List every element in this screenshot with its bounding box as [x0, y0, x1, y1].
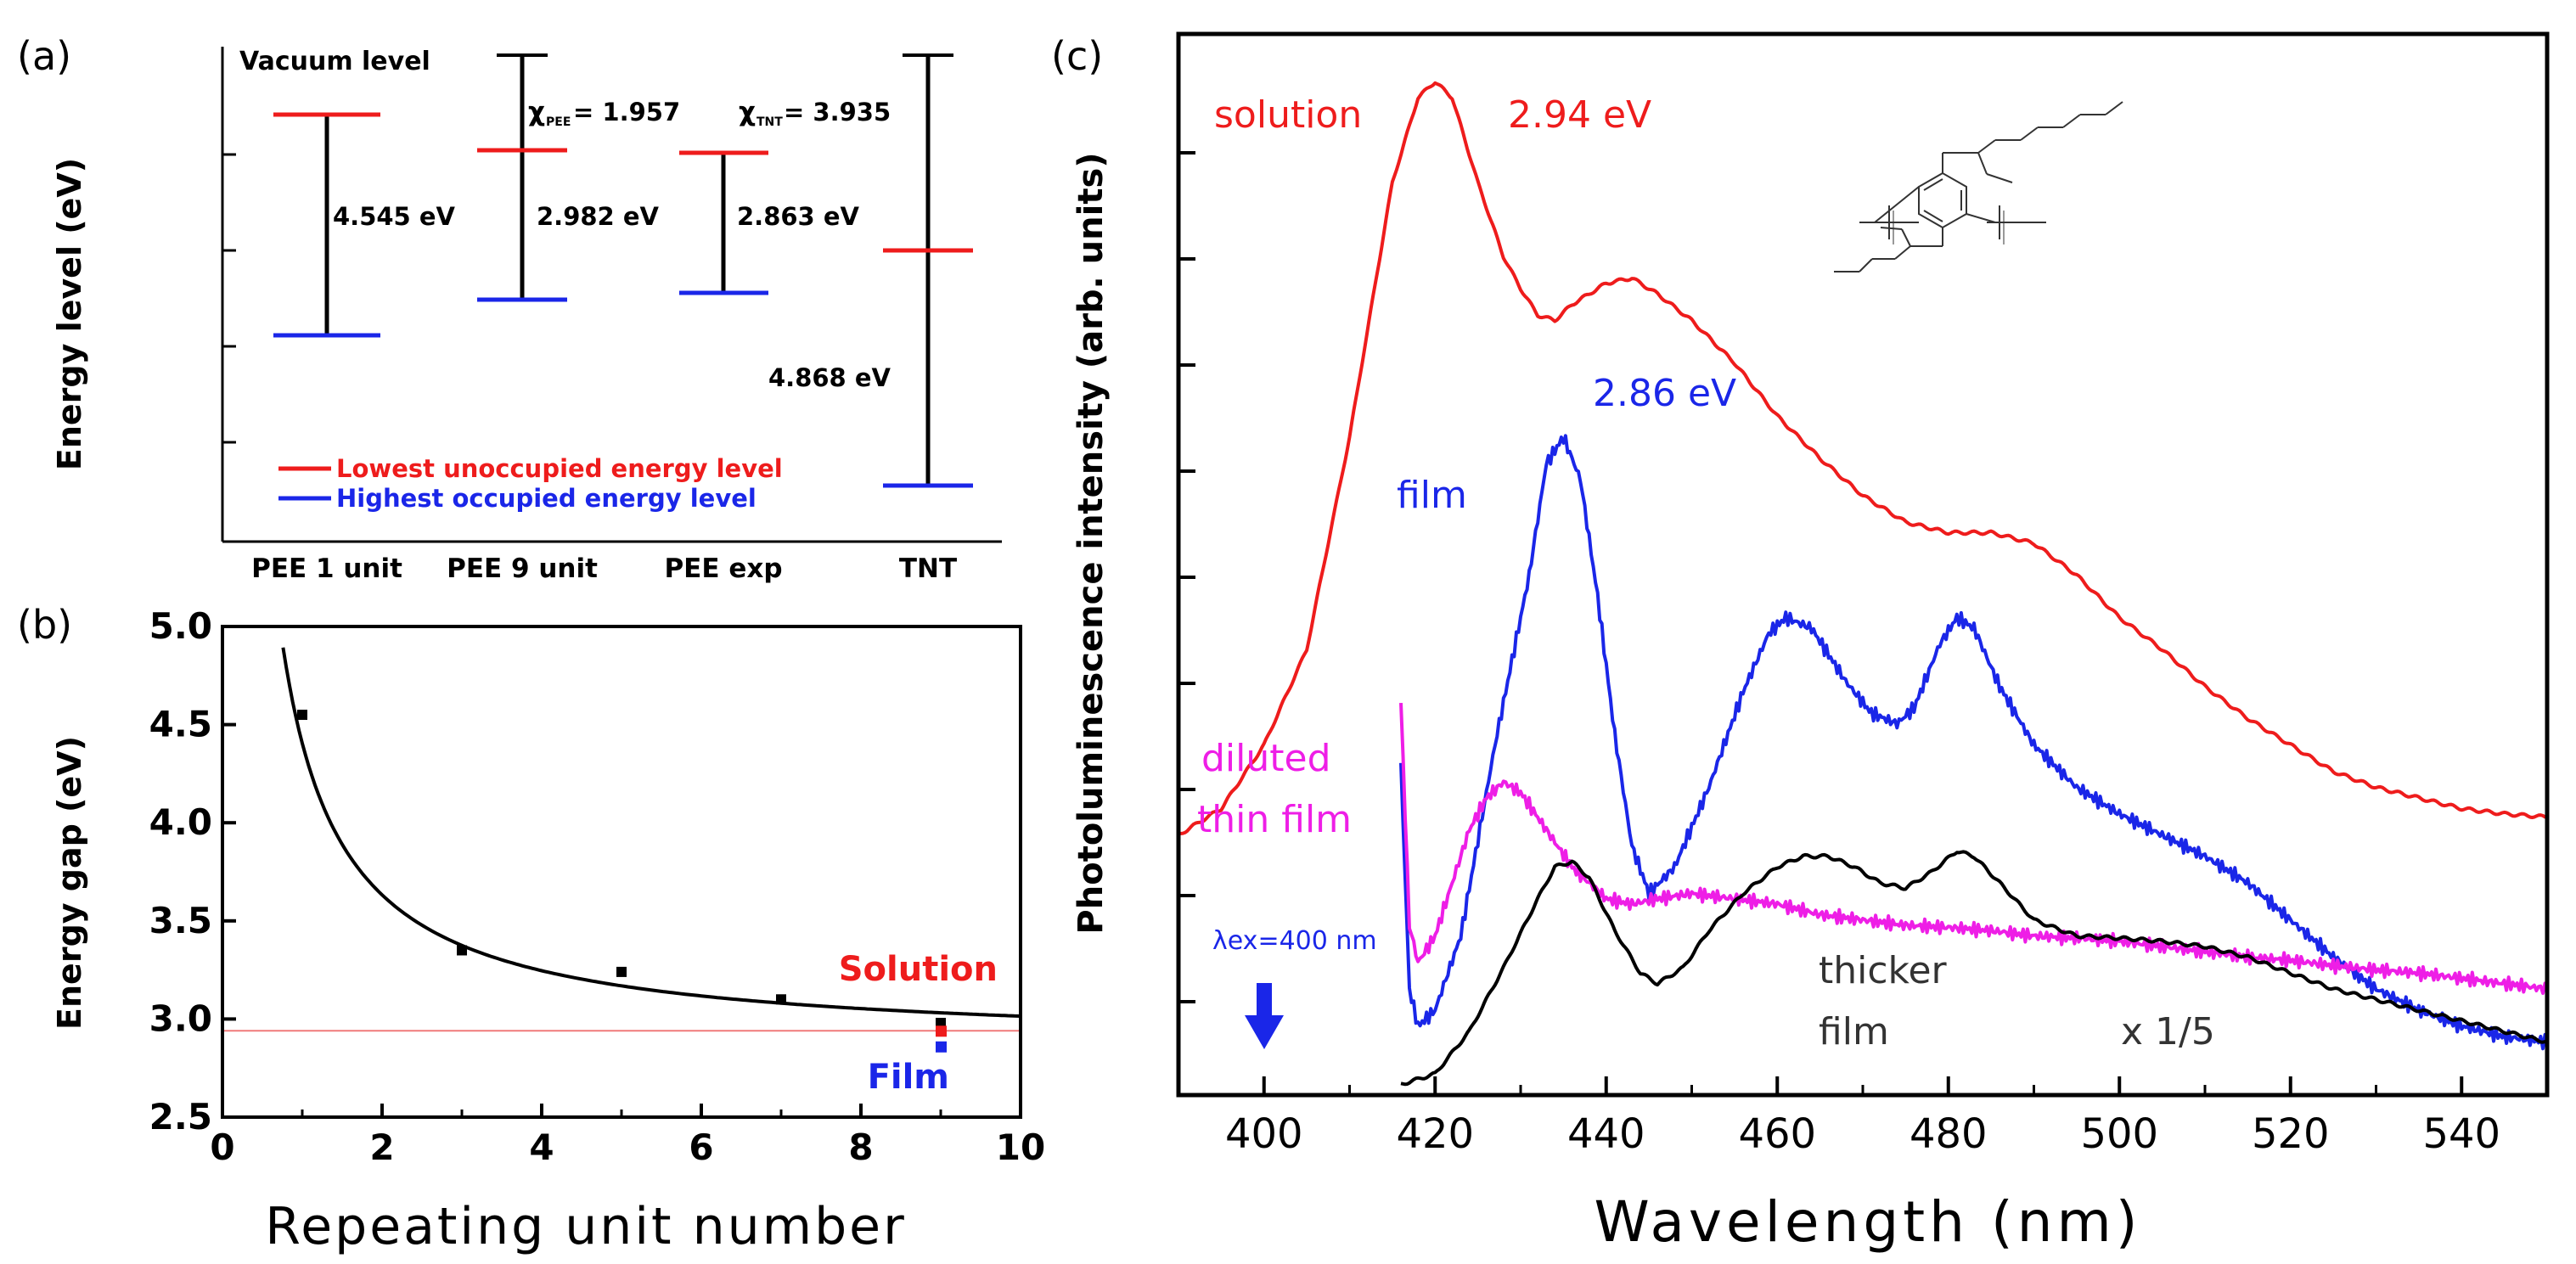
category-label-pee9: PEE 9 unit — [447, 553, 598, 584]
data-point — [936, 1018, 946, 1029]
film-series-label: film — [1397, 474, 1467, 517]
data-point — [297, 710, 307, 721]
category-label-pee1: PEE 1 unit — [251, 553, 402, 584]
thicker-series-label-2: film — [1819, 1010, 1889, 1053]
y-tick-label: 3.0 — [149, 997, 212, 1039]
chi-pee-value: = 1.957 — [573, 98, 680, 126]
x-tick-label: 6 — [689, 1126, 713, 1168]
x-tick-label: 8 — [848, 1126, 873, 1168]
gap-label-peeexp: 2.863 eV — [737, 202, 859, 231]
chi-pee-subscript: PEE — [546, 115, 571, 129]
panel-a-ylabel: Energy level (eV) — [51, 158, 88, 470]
film-peak-energy: 2.86 eV — [1593, 372, 1736, 415]
series-line-diluted-thin-film — [1399, 703, 2549, 996]
solution-peak-energy: 2.94 eV — [1508, 93, 1651, 137]
excitation-arrow-icon — [1245, 983, 1284, 1049]
chi-tnt-value: = 3.935 — [784, 98, 891, 126]
y-tick-label: 5.0 — [149, 605, 212, 647]
panel-b-label: (b) — [17, 602, 72, 648]
thicker-series-label-1: thicker — [1819, 949, 1948, 992]
x-tick-label: 540 — [2422, 1110, 2500, 1158]
series-line-film — [1399, 434, 2549, 1051]
diluted-series-label-1: diluted — [1201, 737, 1331, 780]
panel-b: (b) Energy gap (eV) Repeating unit numbe… — [17, 602, 1045, 1256]
x-tick-label: 420 — [1396, 1110, 1474, 1158]
panel-a-legend: Lowest unoccupied energy level Highest o… — [278, 454, 783, 513]
vacuum-level-label: Vacuum level — [239, 47, 430, 76]
series-line-thicker-film — [1400, 850, 2548, 1087]
solution-point — [936, 1025, 947, 1037]
x-tick-label: 0 — [210, 1126, 234, 1168]
x-tick-label: 440 — [1567, 1110, 1645, 1158]
excitation-label: λex=400 nm — [1212, 926, 1377, 956]
x-tick-label: 520 — [2252, 1110, 2330, 1158]
thicker-scale-factor: x 1/5 — [2121, 1010, 2215, 1053]
category-label-peeexp: PEE exp — [664, 553, 782, 584]
panel-c-ticks: 400 420 440 460 480 500 520 540 — [1177, 151, 2549, 1158]
panel-b-xlabel: Repeating unit number — [265, 1197, 907, 1256]
x-tick-label: 500 — [2080, 1110, 2158, 1158]
data-point — [457, 945, 467, 956]
chi-tnt-subscript: TNT — [756, 115, 783, 129]
panel-c-series — [1178, 81, 2549, 1087]
data-point — [616, 966, 627, 977]
category-label-tnt: TNT — [899, 553, 957, 584]
panel-c: (c) Photoluminescence intensity (arb. un… — [1051, 31, 2550, 1255]
x-tick-label: 10 — [996, 1126, 1045, 1168]
diluted-series-label-2: thin film — [1197, 798, 1352, 841]
x-tick-label: 460 — [1738, 1110, 1816, 1158]
chi-tnt-symbol: χ — [739, 97, 756, 127]
y-tick-label: 3.5 — [149, 900, 212, 941]
panel-c-ylabel: Photoluminescence intensity (arb. units) — [1071, 152, 1111, 934]
panel-c-label: (c) — [1051, 33, 1103, 79]
x-tick-label: 480 — [1910, 1110, 1988, 1158]
x-tick-label: 2 — [369, 1126, 394, 1168]
gap-label-pee9: 2.982 eV — [537, 202, 659, 231]
x-tick-label: 400 — [1225, 1110, 1303, 1158]
legend-lumo-label: Lowest unoccupied energy level — [336, 454, 783, 483]
film-label: Film — [868, 1058, 949, 1097]
film-point — [936, 1041, 947, 1053]
chi-pee-symbol: χ — [528, 97, 545, 127]
panel-a-label: (a) — [17, 33, 71, 79]
y-tick-label: 2.5 — [149, 1096, 212, 1138]
y-tick-label: 4.0 — [149, 801, 212, 843]
panel-b-points — [297, 710, 946, 1029]
panel-c-xlabel: Wavelength (nm) — [1594, 1189, 2141, 1255]
chi-tnt-annotation: χ TNT = 3.935 — [739, 97, 891, 129]
legend-homo-label: Highest occupied energy level — [336, 484, 756, 513]
chi-pee-annotation: χ PEE = 1.957 — [528, 97, 680, 129]
y-tick-label: 4.5 — [149, 704, 212, 745]
solution-label: Solution — [839, 950, 998, 989]
fit-curve — [281, 647, 1021, 1018]
data-point — [776, 994, 786, 1005]
x-tick-label: 4 — [529, 1126, 554, 1168]
series-line-solution — [1178, 81, 2548, 836]
panel-b-ylabel: Energy gap (eV) — [51, 736, 88, 1030]
panel-b-frame — [221, 625, 1022, 1119]
gap-label-pee1: 4.545 eV — [333, 202, 455, 231]
panel-c-frame — [1176, 31, 2550, 1098]
panel-a: (a) Energy level (eV) Vacuum level 4.545… — [17, 33, 1002, 584]
molecule-structure-icon — [1834, 101, 2123, 272]
gap-label-tnt: 4.868 eV — [768, 363, 891, 392]
solution-series-label: solution — [1214, 93, 1362, 137]
